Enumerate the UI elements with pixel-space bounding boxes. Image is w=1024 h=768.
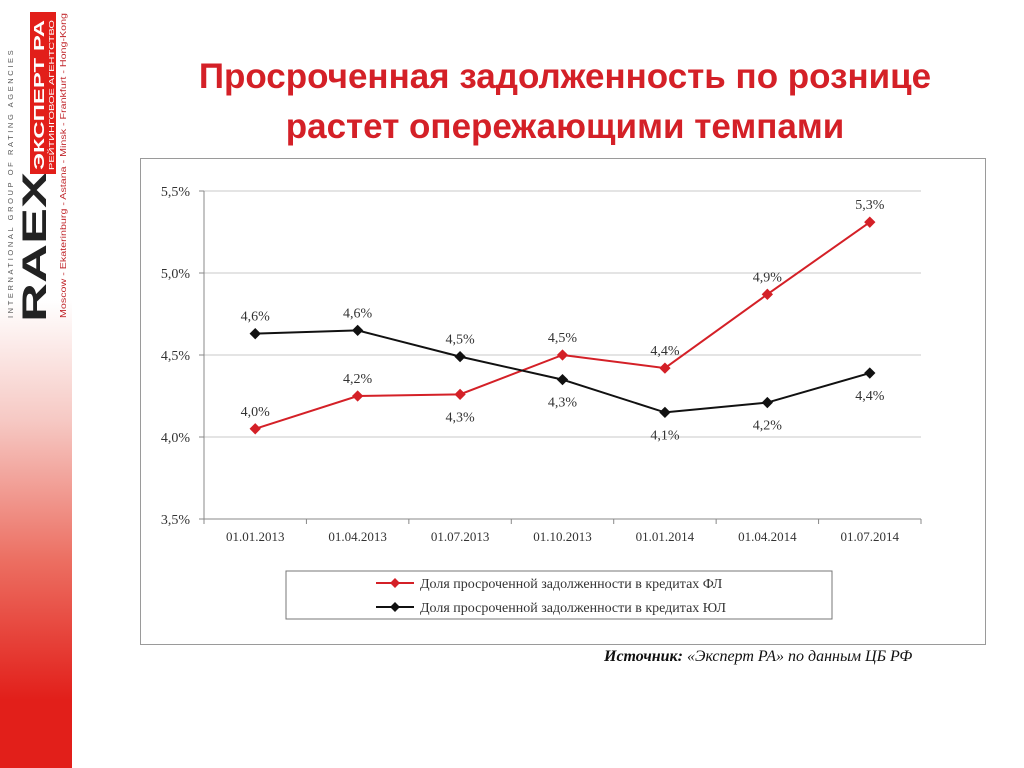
data-point <box>659 362 671 374</box>
source-note: Источник: «Эксперт РА» по данным ЦБ РФ <box>604 648 912 666</box>
data-point <box>864 216 876 228</box>
data-label: 4,4% <box>855 389 885 404</box>
page-title: Просроченная задолженность по рознице ра… <box>100 52 1024 152</box>
data-label: 4,5% <box>548 331 578 346</box>
data-point <box>761 396 774 409</box>
x-tick-label: 01.04.2014 <box>738 529 797 544</box>
logo-brand-ru: ЭКСПЕРТ РА <box>31 20 48 170</box>
x-tick-label: 01.10.2013 <box>533 529 592 544</box>
data-label: 4,6% <box>241 310 271 325</box>
data-label: 4,2% <box>753 419 783 434</box>
raex-logo: INTERNATIONAL GROUP OF RATING AGENCIES R… <box>6 12 68 322</box>
data-label: 4,2% <box>343 372 373 387</box>
data-label: 4,3% <box>445 410 475 425</box>
data-label: 4,6% <box>343 306 373 321</box>
data-label: 5,3% <box>855 198 885 213</box>
data-label: 4,5% <box>445 333 475 348</box>
x-tick-label: 01.01.2013 <box>226 529 285 544</box>
data-label: 4,4% <box>650 344 680 359</box>
data-point <box>249 328 261 340</box>
logo-brand-main: RAEX <box>16 171 54 322</box>
title-line-2: растет опережающими темпами <box>285 107 845 146</box>
data-point <box>351 324 364 337</box>
logo-red-block <box>30 12 56 174</box>
legend-label: Доля просроченной задолженности в кредит… <box>420 601 726 616</box>
title-line-1: Просроченная задолженность по рознице <box>198 57 932 96</box>
logo-cities: Moscow - Ekaterinburg - Astana - Minsk -… <box>59 13 68 318</box>
chart-frame: 3,5% 4,0% 4,5% 5,0% 5,5% 01.01.2013 01.04.2013… <box>140 158 986 645</box>
data-label: 4,0% <box>241 405 271 420</box>
y-tick-label: 4,5% <box>161 349 191 364</box>
legend-box <box>285 570 833 620</box>
y-tick-label: 4,0% <box>161 431 191 446</box>
legend-swatch-marker <box>390 602 400 612</box>
data-point <box>454 388 466 401</box>
data-point <box>761 288 774 300</box>
data-point <box>556 373 569 386</box>
source-label: Источник: <box>604 648 683 665</box>
legend-swatch-marker <box>390 578 400 588</box>
data-point <box>864 367 876 379</box>
legend-label: Доля просроченной задолженности в кредит… <box>420 577 723 592</box>
data-label: 4,9% <box>753 270 783 285</box>
y-tick-label: 5,5% <box>161 185 191 200</box>
logo-brand-sub: РЕЙТИНГОВОЕ АГЕНТСТВО <box>47 20 56 170</box>
data-point <box>249 423 261 435</box>
data-point <box>454 350 466 363</box>
x-tick-label: 01.01.2014 <box>636 529 695 544</box>
x-tick-label: 01.04.2013 <box>328 529 387 544</box>
logo-tagline: INTERNATIONAL GROUP OF RATING AGENCIES <box>6 48 15 318</box>
data-label: 4,1% <box>650 428 680 443</box>
source-text: «Эксперт РА» по данным ЦБ РФ <box>682 648 913 665</box>
line-chart: 3,5% 4,0% 4,5% 5,0% 5,5% 01.01.2013 01.04.2013… <box>161 185 922 620</box>
data-point <box>659 406 671 419</box>
data-point <box>556 349 569 361</box>
x-tick-label: 01.07.2013 <box>431 529 490 544</box>
y-tick-label: 3,5% <box>161 513 191 528</box>
data-point <box>351 390 364 402</box>
x-tick-label: 01.07.2014 <box>841 529 900 544</box>
data-label: 4,3% <box>548 396 578 411</box>
y-tick-label: 5,0% <box>161 267 191 282</box>
